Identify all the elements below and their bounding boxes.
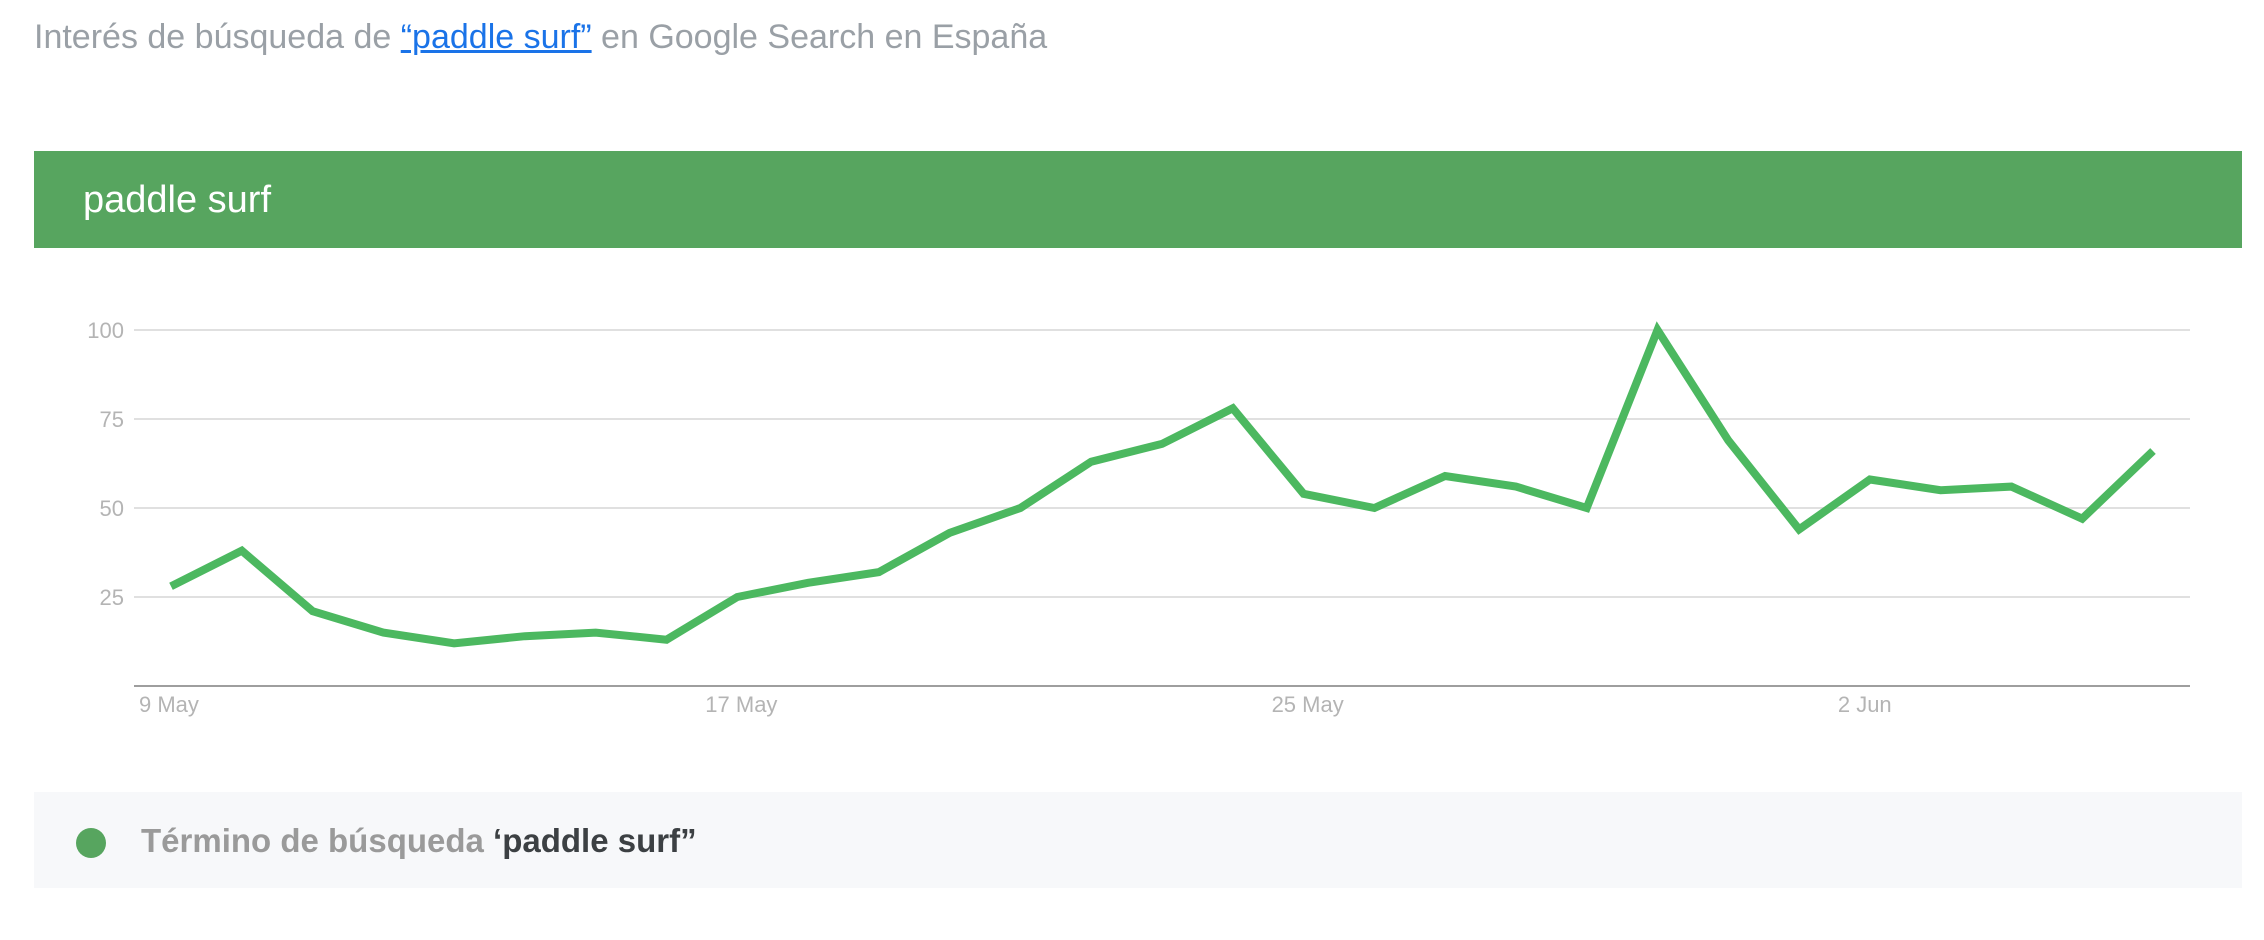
data-point <box>2149 447 2157 455</box>
data-point <box>521 632 529 640</box>
data-point <box>1158 440 1166 448</box>
headline-prefix: Interés de búsqueda de <box>34 18 401 56</box>
y-tick-label: 25 <box>100 585 124 610</box>
data-point <box>1441 472 1449 480</box>
data-point <box>450 639 458 647</box>
legend: Término de búsqueda ‘paddle surf” <box>34 792 2242 888</box>
data-point <box>1866 476 1874 484</box>
data-point <box>1300 490 1308 498</box>
data-point <box>1512 483 1520 491</box>
data-point <box>946 529 954 537</box>
x-tick-label: 9 May <box>139 692 199 717</box>
data-point <box>592 629 600 637</box>
data-point <box>309 607 317 615</box>
x-tick-label: 2 Jun <box>1838 692 1892 717</box>
data-point <box>2007 483 2015 491</box>
data-point <box>1370 504 1378 512</box>
data-point <box>875 568 883 576</box>
y-tick-label: 50 <box>100 496 124 521</box>
legend-text: Término de búsqueda ‘paddle surf” <box>141 822 697 860</box>
legend-term: ‘paddle surf” <box>493 822 697 859</box>
data-point <box>1937 486 1945 494</box>
data-point <box>804 579 812 587</box>
data-point <box>1654 326 1662 334</box>
data-point <box>1087 458 1095 466</box>
chart-headline: Interés de búsqueda de “paddle surf” en … <box>34 18 1047 57</box>
data-point <box>1795 525 1803 533</box>
data-point <box>1583 504 1591 512</box>
legend-dot <box>76 828 106 858</box>
y-tick-label: 75 <box>100 407 124 432</box>
data-point <box>1016 504 1024 512</box>
data-point <box>379 629 387 637</box>
chart-area: 25 50 75 100 9 May 17 May 25 May 2 Jun <box>87 318 2190 717</box>
data-point <box>1724 436 1732 444</box>
data-point <box>733 593 741 601</box>
x-tick-label: 25 May <box>1272 692 1344 717</box>
query-link[interactable]: “paddle surf” <box>400 18 592 56</box>
headline-suffix: en Google Search en España <box>591 18 1048 56</box>
data-point <box>238 547 246 555</box>
legend-label: Término de búsqueda <box>141 822 494 859</box>
term-banner: paddle surf <box>34 151 2242 248</box>
y-tick-label: 100 <box>87 318 124 343</box>
banner-title: paddle surf <box>83 179 272 221</box>
x-tick-label: 17 May <box>705 692 777 717</box>
data-point <box>663 636 671 644</box>
line-chart: 25 50 75 100 9 May 17 May 25 May 2 Jun <box>87 318 2190 717</box>
series-line <box>169 321 2156 648</box>
data-point <box>1229 404 1237 412</box>
data-point <box>2078 515 2086 523</box>
data-point <box>167 582 175 590</box>
